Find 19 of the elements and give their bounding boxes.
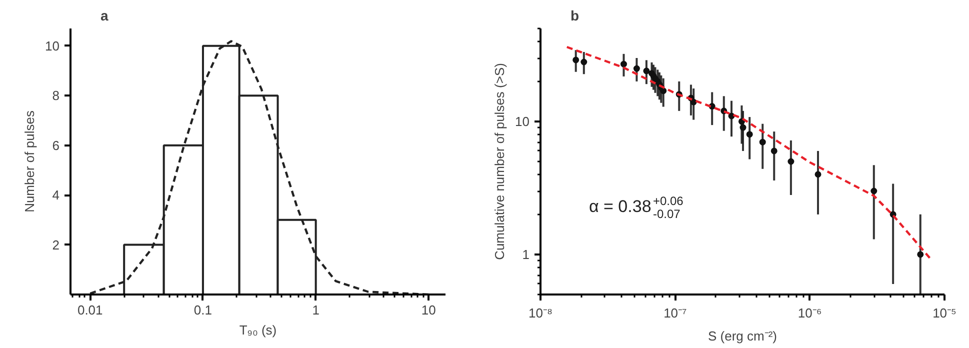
chart-title: a xyxy=(100,8,108,24)
x-axis-title: T₉₀ (s) xyxy=(239,322,277,338)
y-tick-label: 4 xyxy=(52,188,60,203)
y-tick-label: 6 xyxy=(52,138,60,153)
y-axis-title: Cumulative number of pulses (>S) xyxy=(492,63,508,260)
x-tick-label: 10⁻⁶ xyxy=(798,306,822,320)
x-tick-label: 10⁻⁵ xyxy=(932,306,956,320)
x-tick-label: 10 xyxy=(421,302,436,318)
y-tick-label: 10 xyxy=(45,38,60,54)
x-axis-title: S (erg cm⁻²) xyxy=(708,328,777,344)
x-tick-label: 10⁻⁸ xyxy=(528,306,552,320)
y-axis-title: Number of pulses xyxy=(22,110,38,212)
chart-title: b xyxy=(570,8,580,24)
x-tick-label: 10⁻⁷ xyxy=(664,306,688,320)
y-tick-label: 2 xyxy=(52,237,60,252)
y-tick-label: 8 xyxy=(52,88,60,104)
x-tick-label: 1 xyxy=(312,302,320,318)
x-tick-label: 0.1 xyxy=(194,302,212,318)
x-tick-label: 0.01 xyxy=(77,302,103,318)
